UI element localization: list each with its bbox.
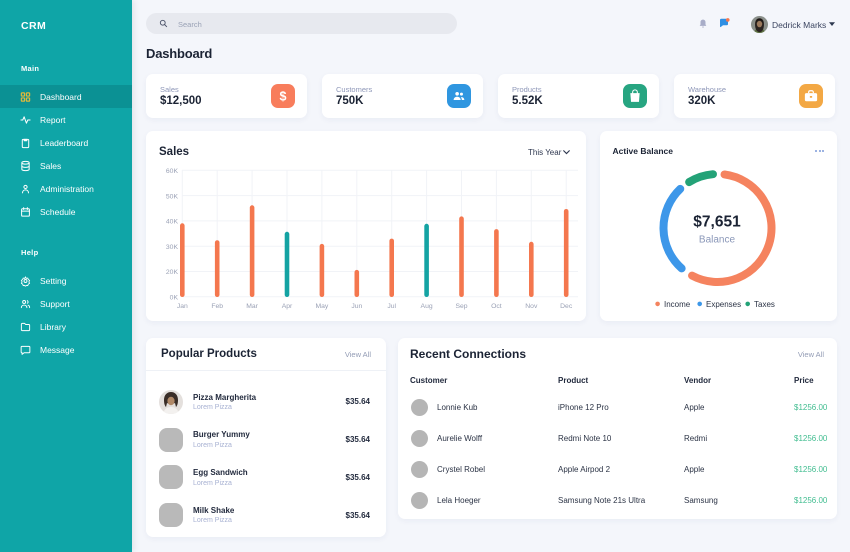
svg-text:Nov: Nov [525,303,538,310]
svg-text:$: $ [280,90,287,104]
svg-text:Income: Income [664,300,691,309]
svg-text:Jun: Jun [351,303,362,310]
svg-text:Taxes: Taxes [754,300,775,309]
svg-text:Mar: Mar [246,303,258,310]
svg-text:20K: 20K [166,269,179,276]
svg-text:50K: 50K [166,193,179,200]
svg-text:$7,651: $7,651 [693,214,741,231]
svg-text:60K: 60K [166,168,179,175]
svg-text:Jan: Jan [177,303,188,310]
svg-text:Feb: Feb [211,303,223,310]
svg-text:May: May [315,303,328,310]
svg-text:0K: 0K [170,295,179,302]
svg-text:Expenses: Expenses [706,300,741,309]
svg-text:Sep: Sep [455,303,467,310]
svg-text:Balance: Balance [699,235,736,246]
svg-text:Dec: Dec [560,303,573,310]
svg-text:Apr: Apr [282,303,293,310]
svg-text:Oct: Oct [491,303,502,310]
svg-text:40K: 40K [166,219,179,226]
svg-text:30K: 30K [166,244,179,251]
svg-text:Aug: Aug [421,303,433,310]
svg-text:Jul: Jul [387,303,396,310]
